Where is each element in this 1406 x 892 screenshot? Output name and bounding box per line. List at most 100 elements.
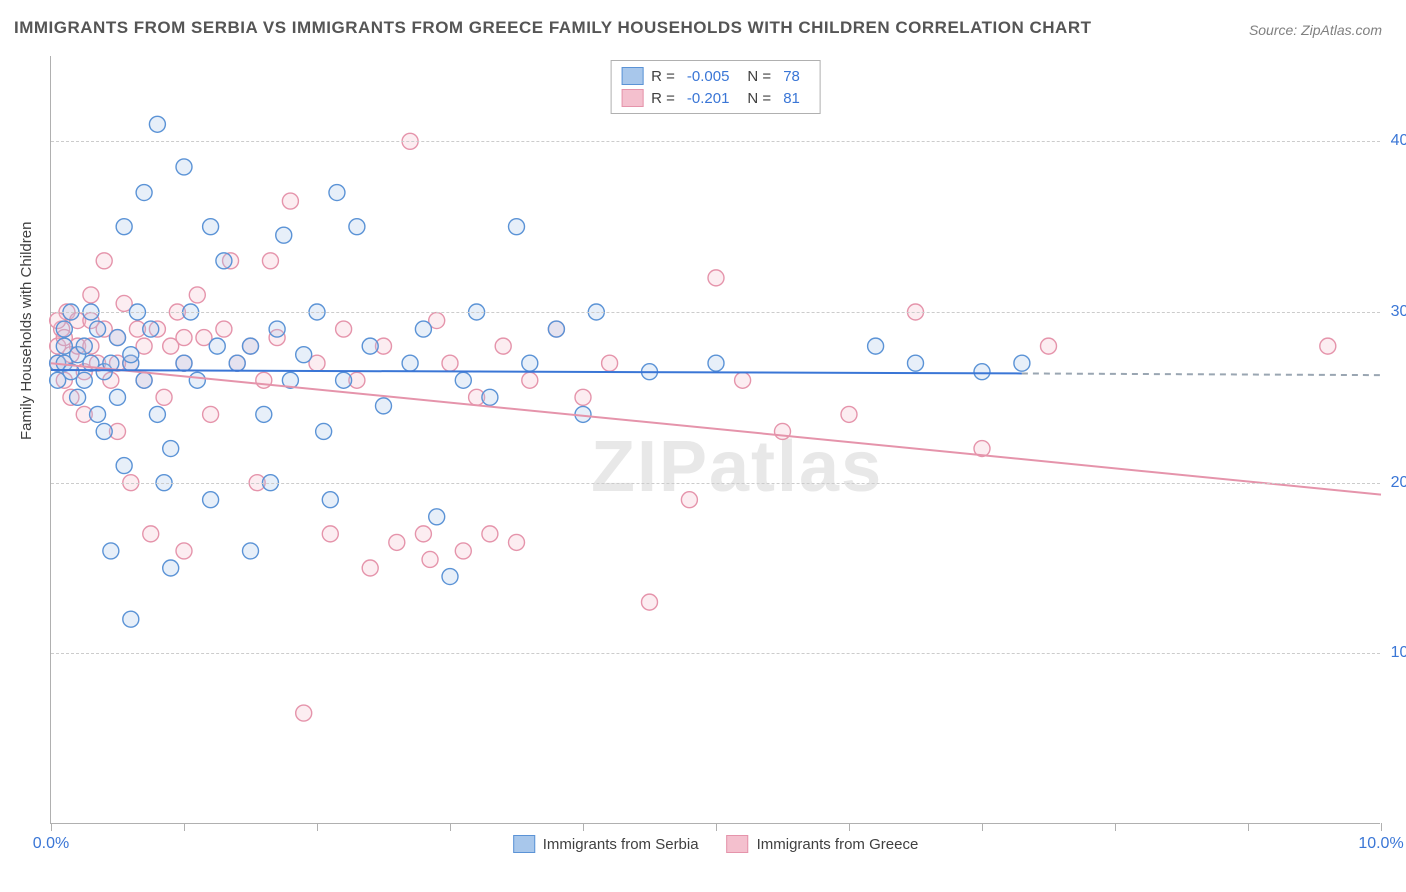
data-point bbox=[642, 594, 658, 610]
data-point bbox=[509, 219, 525, 235]
data-point bbox=[336, 321, 352, 337]
data-point bbox=[336, 372, 352, 388]
data-point bbox=[56, 321, 72, 337]
data-point bbox=[90, 406, 106, 422]
gridline-h bbox=[51, 653, 1380, 654]
data-point bbox=[841, 406, 857, 422]
data-point bbox=[974, 364, 990, 380]
data-point bbox=[90, 321, 106, 337]
data-point bbox=[143, 321, 159, 337]
data-point bbox=[76, 372, 92, 388]
data-point bbox=[136, 372, 152, 388]
data-point bbox=[402, 355, 418, 371]
data-point bbox=[415, 321, 431, 337]
data-point bbox=[176, 330, 192, 346]
data-point bbox=[203, 492, 219, 508]
data-point bbox=[429, 509, 445, 525]
data-point bbox=[229, 355, 245, 371]
xtick bbox=[583, 823, 584, 831]
data-point bbox=[256, 406, 272, 422]
xtick bbox=[1381, 823, 1382, 831]
xtick bbox=[450, 823, 451, 831]
data-point bbox=[189, 287, 205, 303]
source-attribution: Source: ZipAtlas.com bbox=[1249, 22, 1382, 38]
data-point bbox=[362, 560, 378, 576]
xtick bbox=[982, 823, 983, 831]
data-point bbox=[376, 398, 392, 414]
chart-title: IMMIGRANTS FROM SERBIA VS IMMIGRANTS FRO… bbox=[14, 18, 1092, 38]
data-point bbox=[163, 560, 179, 576]
data-point bbox=[455, 543, 471, 559]
data-point bbox=[442, 569, 458, 585]
legend-series: Immigrants from Serbia Immigrants from G… bbox=[513, 835, 919, 853]
legend-label-serbia: Immigrants from Serbia bbox=[543, 836, 699, 853]
xtick-label: 0.0% bbox=[33, 835, 69, 853]
legend-item-greece: Immigrants from Greece bbox=[727, 835, 919, 853]
data-point bbox=[602, 355, 618, 371]
data-point bbox=[176, 543, 192, 559]
data-point bbox=[123, 347, 139, 363]
data-point bbox=[116, 458, 132, 474]
xtick-label: 10.0% bbox=[1358, 835, 1403, 853]
y-axis-title: Family Households with Children bbox=[18, 222, 35, 440]
data-point bbox=[482, 526, 498, 542]
data-point bbox=[262, 253, 278, 269]
regression-line bbox=[51, 363, 1381, 494]
data-point bbox=[389, 534, 405, 550]
data-point bbox=[123, 611, 139, 627]
ytick-label: 20.0% bbox=[1391, 474, 1406, 492]
data-point bbox=[243, 543, 259, 559]
data-point bbox=[296, 705, 312, 721]
data-point bbox=[110, 389, 126, 405]
data-point bbox=[203, 406, 219, 422]
data-point bbox=[110, 330, 126, 346]
xtick bbox=[849, 823, 850, 831]
data-point bbox=[156, 389, 172, 405]
data-point bbox=[103, 543, 119, 559]
data-point bbox=[482, 389, 498, 405]
plot-svg bbox=[51, 56, 1380, 823]
data-point bbox=[96, 423, 112, 439]
swatch-greece bbox=[727, 835, 749, 853]
data-point bbox=[415, 526, 431, 542]
data-point bbox=[143, 526, 159, 542]
data-point bbox=[163, 441, 179, 457]
legend-item-serbia: Immigrants from Serbia bbox=[513, 835, 699, 853]
regression-line bbox=[1022, 373, 1381, 375]
data-point bbox=[149, 116, 165, 132]
data-point bbox=[575, 389, 591, 405]
xtick bbox=[184, 823, 185, 831]
data-point bbox=[322, 526, 338, 542]
data-point bbox=[209, 338, 225, 354]
xtick bbox=[51, 823, 52, 831]
xtick bbox=[1115, 823, 1116, 831]
ytick-label: 30.0% bbox=[1391, 303, 1406, 321]
data-point bbox=[282, 193, 298, 209]
data-point bbox=[329, 185, 345, 201]
data-point bbox=[256, 372, 272, 388]
data-point bbox=[349, 219, 365, 235]
data-point bbox=[509, 534, 525, 550]
data-point bbox=[136, 185, 152, 201]
xtick bbox=[716, 823, 717, 831]
ytick-label: 40.0% bbox=[1391, 132, 1406, 150]
data-point bbox=[868, 338, 884, 354]
data-point bbox=[296, 347, 312, 363]
data-point bbox=[149, 406, 165, 422]
data-point bbox=[76, 338, 92, 354]
gridline-h bbox=[51, 312, 1380, 313]
data-point bbox=[708, 355, 724, 371]
data-point bbox=[203, 219, 219, 235]
data-point bbox=[495, 338, 511, 354]
data-point bbox=[83, 287, 99, 303]
data-point bbox=[316, 423, 332, 439]
data-point bbox=[269, 321, 285, 337]
data-point bbox=[70, 389, 86, 405]
data-point bbox=[681, 492, 697, 508]
data-point bbox=[708, 270, 724, 286]
data-point bbox=[216, 321, 232, 337]
data-point bbox=[908, 355, 924, 371]
data-point bbox=[362, 338, 378, 354]
data-point bbox=[116, 219, 132, 235]
data-point bbox=[176, 355, 192, 371]
